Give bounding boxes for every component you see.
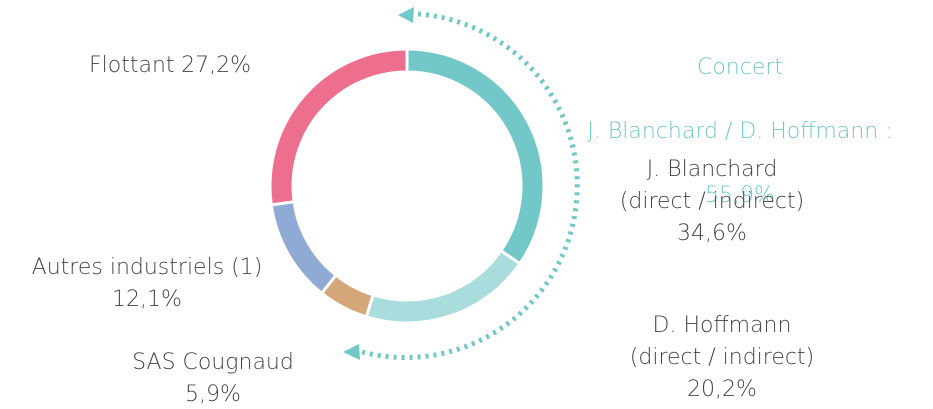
annotation-line: 55,9% — [705, 183, 775, 208]
category-label: J. Blanchard (direct / indirect) — [619, 157, 805, 214]
value-label: 5,9% — [185, 382, 241, 407]
value-label: 12,1% — [112, 287, 182, 312]
arrow-head — [398, 7, 414, 23]
slice-label: Flottant 27,2% — [10, 50, 330, 82]
annotation-line: J. Blanchard / D. Hoffmann : — [587, 119, 893, 144]
slice-label: SAS Cougnaud 5,9% — [53, 347, 373, 409]
value-label: 27,2% — [181, 53, 251, 78]
annotation: Concert J. Blanchard / D. Hoffmann : 55,… — [580, 20, 900, 244]
slice-label: J. Blanchard (direct / indirect) 34,6% — [552, 154, 872, 250]
category-label: Autres industriels (1) — [31, 255, 263, 280]
slice — [405, 47, 546, 266]
value-label: 20,2% — [687, 377, 757, 402]
category-label: D. Hoffmann (direct / indirect) — [629, 313, 815, 370]
slice-label: Autres industriels (1) 12,1% — [0, 252, 307, 316]
concert-arc — [361, 11, 580, 361]
category-label: SAS Cougnaud — [132, 350, 294, 375]
slice-label: D. Hoffmann (direct / indirect) 20,2% — [562, 310, 882, 406]
value-label: 34,6% — [677, 221, 747, 246]
slice — [268, 47, 409, 207]
slice — [364, 248, 522, 325]
arrow-head — [343, 344, 360, 360]
annotation-line: Concert — [696, 55, 784, 80]
category-label: Flottant — [88, 53, 175, 78]
